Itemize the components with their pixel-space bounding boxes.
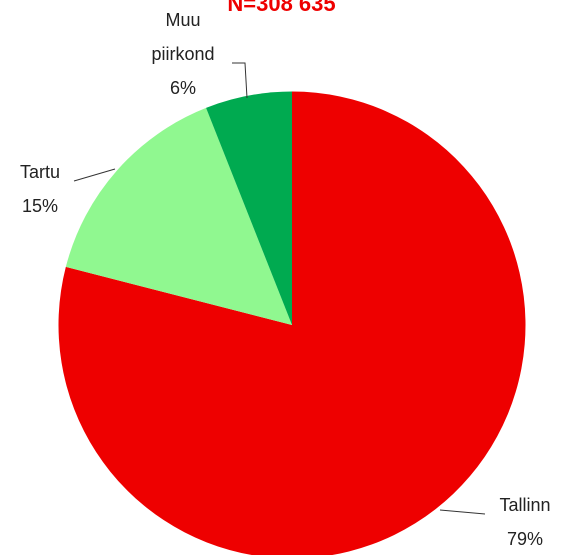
- category-label: Tartu: [19, 162, 61, 182]
- value-label: 6%: [169, 78, 196, 98]
- slice-label: Tartu 15%: [0, 155, 80, 223]
- slices: [58, 91, 526, 555]
- chart-title: N=308 635: [227, 0, 336, 16]
- pie-slice: [65, 107, 292, 326]
- leader-line: [232, 62, 248, 99]
- leader-line: [73, 168, 116, 182]
- leader-line: [439, 509, 486, 515]
- pie-slice: [58, 91, 526, 555]
- slice-label: Muu piirkond 6%: [141, 3, 226, 105]
- value-label: 15%: [21, 196, 59, 216]
- pie-slice: [206, 91, 292, 325]
- value-label: 79%: [506, 529, 544, 549]
- slice-label: Tallinn 79%: [480, 488, 563, 556]
- category-label: Muu piirkond: [151, 10, 215, 64]
- category-label: Tallinn: [499, 495, 551, 515]
